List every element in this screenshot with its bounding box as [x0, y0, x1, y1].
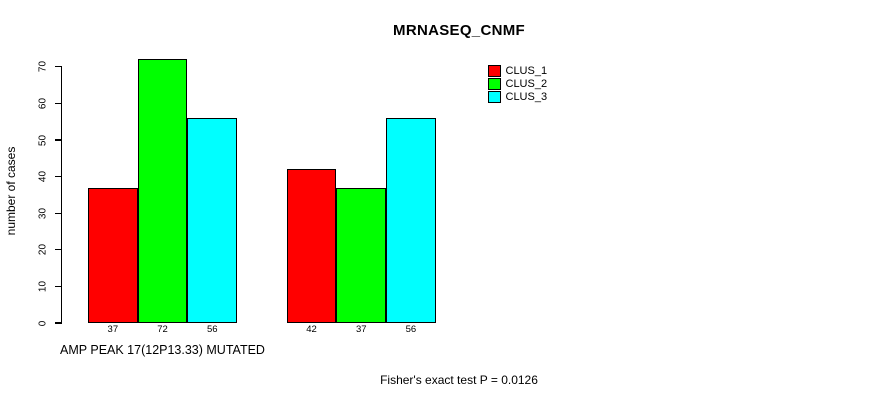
bar-value-label: 42 — [306, 323, 317, 335]
x-axis-label: AMP PEAK 17(12P13.33) MUTATED — [60, 343, 265, 357]
y-tick-label: 30 — [37, 207, 49, 219]
bar-value-label: 56 — [206, 323, 218, 335]
legend-item-label: CLUS_1 — [505, 64, 548, 77]
bar-clus_2-group2 — [336, 187, 387, 323]
bar-clus_2-group1 — [137, 59, 188, 323]
legend-swatch — [488, 64, 501, 77]
legend-item: CLUS_2 — [488, 77, 548, 90]
legend-item-label: CLUS_3 — [505, 91, 548, 104]
legend-item-label: CLUS_2 — [505, 77, 548, 90]
legend-item: CLUS_3 — [488, 91, 548, 104]
chart-title: MRNASEQ_CNMF — [393, 22, 525, 39]
bar-clus_1-group2 — [286, 169, 337, 323]
y-axis-label: number of cases — [4, 146, 18, 236]
bar-clus_3-group2 — [386, 118, 436, 323]
y-tick — [55, 322, 62, 324]
bar-value-label: 37 — [107, 323, 119, 335]
y-tick-label: 40 — [37, 171, 49, 183]
y-tick-label: 20 — [37, 244, 49, 256]
y-tick — [55, 66, 62, 68]
legend-item: CLUS_1 — [488, 64, 548, 77]
legend: CLUS_1 CLUS_2 CLUS_3 — [488, 64, 548, 105]
y-tick-label: 10 — [37, 280, 49, 292]
y-axis-line — [61, 66, 63, 323]
legend-swatch — [488, 91, 501, 104]
y-tick — [55, 285, 62, 287]
y-tick-label: 60 — [37, 97, 49, 109]
bar-clus_1-group1 — [88, 187, 138, 323]
legend-swatch — [488, 77, 501, 90]
bar-clus_3-group1 — [187, 118, 238, 323]
bar-value-label: 72 — [157, 323, 168, 335]
y-tick-label: 0 — [37, 320, 49, 326]
y-tick — [55, 249, 62, 251]
fisher-test-annotation: Fisher's exact test P = 0.0126 — [380, 372, 538, 387]
y-tick — [55, 176, 62, 178]
y-tick — [55, 102, 62, 104]
bar-value-label: 37 — [355, 323, 367, 335]
y-tick — [55, 139, 62, 141]
y-tick-label: 70 — [37, 61, 49, 73]
y-tick — [55, 212, 62, 214]
y-tick-label: 50 — [37, 134, 49, 146]
bar-value-label: 56 — [405, 323, 417, 335]
